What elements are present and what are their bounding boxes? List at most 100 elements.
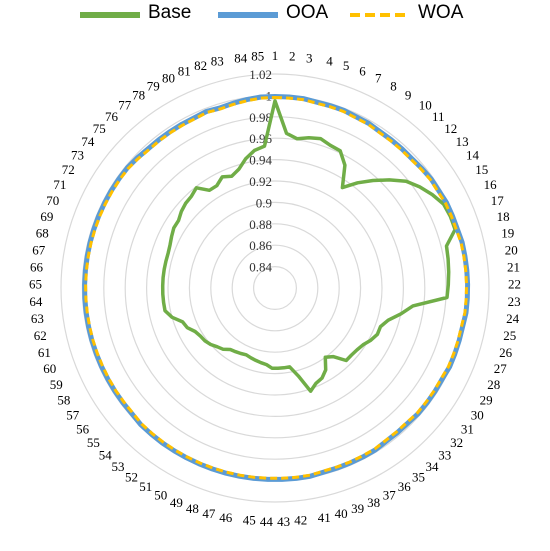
category-label-23: 23: [508, 294, 521, 309]
legend-swatch-base: [80, 12, 140, 18]
radial-tick-label: 0.94: [249, 153, 272, 168]
category-label-11: 11: [432, 109, 445, 124]
category-label-2: 2: [289, 49, 296, 64]
series-layer: [82, 94, 471, 482]
category-label-17: 17: [491, 193, 505, 208]
category-label-55: 55: [87, 435, 100, 450]
category-label-3: 3: [306, 51, 313, 66]
radial-tick-label: 0.92: [249, 174, 272, 189]
category-label-46: 46: [219, 510, 233, 525]
category-label-41: 41: [318, 510, 331, 525]
category-label-63: 63: [31, 311, 44, 326]
legend-swatch-woa: [350, 13, 410, 17]
category-label-22: 22: [508, 277, 521, 292]
category-label-18: 18: [497, 209, 510, 224]
category-label-35: 35: [412, 470, 425, 485]
category-label-12: 12: [444, 121, 457, 136]
category-label-40: 40: [335, 506, 348, 521]
category-label-61: 61: [38, 345, 51, 360]
category-label-57: 57: [66, 407, 80, 422]
category-label-9: 9: [405, 88, 412, 103]
grid-ring-0.84: [253, 266, 298, 311]
category-label-51: 51: [139, 479, 152, 494]
category-label-83: 83: [211, 54, 224, 69]
category-label-34: 34: [426, 459, 440, 474]
category-label-16: 16: [484, 177, 498, 192]
category-label-27: 27: [494, 361, 508, 376]
category-label-25: 25: [503, 328, 516, 343]
category-label-10: 10: [419, 98, 432, 113]
radial-tick-label: 1.02: [249, 67, 272, 82]
category-label-19: 19: [501, 226, 514, 241]
grid-ring-0.98: [103, 116, 447, 460]
category-label-74: 74: [81, 134, 95, 149]
category-label-70: 70: [46, 193, 59, 208]
category-label-6: 6: [359, 64, 366, 79]
radial-tick-label: 0.98: [249, 110, 272, 125]
category-label-42: 42: [294, 513, 307, 528]
radial-tick-label: 0.88: [249, 217, 272, 232]
category-label-66: 66: [30, 260, 44, 275]
category-label-43: 43: [277, 514, 290, 529]
radial-tick-label: 0.86: [249, 238, 272, 253]
category-label-37: 37: [383, 488, 397, 503]
grid-layer: [60, 73, 490, 503]
legend-label-base: Base: [148, 2, 192, 23]
category-label-5: 5: [343, 58, 350, 73]
legend: Base OOA WOA: [0, 2, 550, 26]
category-label-80: 80: [162, 71, 175, 86]
series-line-ooa: [82, 94, 471, 482]
series-line-base: [160, 99, 457, 393]
category-label-45: 45: [243, 513, 256, 528]
category-labels: 1 2 3 4 5 6 7891011121314151617181920212223242…: [29, 48, 521, 529]
category-label-78: 78: [132, 88, 145, 103]
category-label-75: 75: [93, 121, 106, 136]
category-label-72: 72: [62, 162, 75, 177]
category-label-7: 7: [375, 71, 382, 86]
category-label-30: 30: [471, 407, 484, 422]
category-label-13: 13: [456, 134, 469, 149]
category-label-31: 31: [461, 421, 474, 436]
category-label-85: 85: [251, 49, 264, 64]
category-label-58: 58: [57, 393, 70, 408]
category-label-38: 38: [367, 495, 380, 510]
category-label-36: 36: [398, 479, 412, 494]
category-label-68: 68: [36, 226, 49, 241]
category-label-39: 39: [351, 501, 364, 516]
grid-ring-0.88: [210, 223, 340, 353]
category-label-47: 47: [202, 506, 216, 521]
grid-ring-0.86: [231, 244, 319, 332]
grid-ring-0.9: [188, 201, 362, 375]
category-label-84: 84: [234, 51, 248, 66]
category-label-79: 79: [147, 79, 160, 94]
category-label-20: 20: [505, 242, 518, 257]
legend-swatch-ooa: [218, 12, 278, 18]
category-label-65: 65: [29, 277, 42, 292]
grid-ring-0.96: [124, 137, 426, 439]
category-label-54: 54: [99, 447, 113, 462]
grid-ring-0.92: [167, 180, 383, 396]
category-label-81: 81: [178, 64, 191, 79]
category-label-26: 26: [499, 345, 512, 360]
category-label-52: 52: [125, 470, 138, 485]
category-label-60: 60: [43, 361, 56, 376]
legend-label-woa: WOA: [418, 2, 464, 23]
category-label-29: 29: [480, 393, 493, 408]
category-label-56: 56: [76, 421, 90, 436]
category-label-71: 71: [53, 177, 66, 192]
legend-label-ooa: OOA: [286, 2, 329, 23]
category-label-53: 53: [112, 459, 125, 474]
category-label-44: 44: [260, 514, 274, 529]
category-label-49: 49: [170, 495, 183, 510]
category-label-67: 67: [32, 242, 46, 257]
category-label-15: 15: [475, 162, 488, 177]
category-label-64: 64: [29, 294, 43, 309]
category-label-50: 50: [154, 488, 167, 503]
category-label-62: 62: [34, 328, 47, 343]
category-label-14: 14: [466, 148, 480, 163]
category-label-77: 77: [118, 98, 132, 113]
grid-ring-0.94: [146, 159, 404, 417]
category-label-48: 48: [186, 501, 199, 516]
radial-tick-label: 0.9: [256, 195, 272, 210]
